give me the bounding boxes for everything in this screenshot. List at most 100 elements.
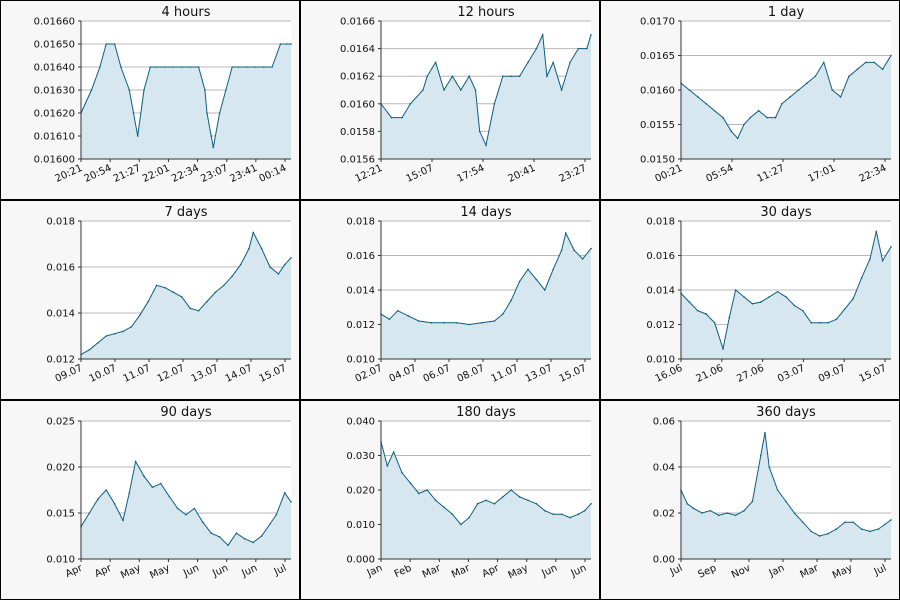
data-point [206, 112, 208, 114]
data-point [401, 116, 403, 119]
chart-panel-180-days: 180 days 0.000 0.010 0.020 0.030 0.040 Jan Feb M… [300, 400, 600, 600]
data-point [823, 61, 825, 64]
chart-title: 4 hours [162, 5, 211, 20]
data-point [418, 320, 420, 322]
data-point [810, 322, 812, 324]
data-point [844, 521, 846, 523]
data-point [277, 273, 280, 275]
data-point [709, 509, 712, 512]
data-point [143, 89, 145, 91]
data-point [113, 332, 116, 335]
x-tick-label: May [148, 563, 171, 582]
data-point [206, 300, 208, 303]
series-area [681, 55, 891, 159]
data-point [430, 322, 433, 324]
data-point [544, 509, 546, 512]
data-point [831, 89, 833, 91]
data-point [776, 290, 779, 293]
x-tick-label: 02.07 [354, 363, 385, 385]
data-point [451, 513, 454, 515]
x-tick-label: 03.07 [776, 363, 807, 385]
data-point [781, 103, 783, 105]
data-point [128, 89, 131, 91]
data-point [443, 506, 445, 509]
data-point [223, 284, 225, 287]
data-point [451, 75, 454, 77]
data-point [468, 323, 470, 326]
y-tick-label: 0.01640 [34, 63, 75, 74]
data-point [254, 66, 257, 68]
data-point [262, 66, 265, 68]
data-point [290, 501, 292, 503]
y-tick-label: 0.020 [346, 486, 375, 497]
data-point [785, 500, 787, 503]
y-tick-label: 0.0170 [640, 17, 675, 28]
data-point [701, 512, 703, 514]
data-point [736, 137, 739, 140]
x-tick-label: 09.07 [54, 363, 85, 385]
data-point [122, 519, 124, 522]
data-point [88, 512, 91, 514]
data-point [485, 144, 487, 146]
y-tick-label: 0.0158 [340, 127, 375, 138]
chart-svg-30-days: 30 days 0.010 0.012 0.014 0.016 0.018 16.06 21.… [646, 205, 892, 385]
data-point [136, 135, 139, 137]
y-tick-label: 0.020 [46, 463, 75, 474]
data-point [818, 535, 821, 537]
data-point [244, 538, 246, 540]
y-tick-label: 0.0150 [640, 155, 675, 166]
chart-panel-4-hours: 4 hours 0.01600 0.01610 0.01620 0.01630 0.016… [0, 0, 300, 200]
data-point [510, 489, 512, 491]
x-tick-label: Mar [799, 562, 822, 580]
data-point [283, 263, 286, 266]
data-point [814, 75, 817, 77]
data-point [768, 296, 770, 298]
data-point [235, 532, 238, 534]
x-tick-label: 11:27 [755, 163, 786, 185]
data-point [90, 89, 93, 91]
data-point [239, 263, 242, 266]
data-point [248, 247, 250, 250]
x-tick-label: 20:21 [53, 163, 84, 185]
data-point [502, 496, 504, 498]
data-point [518, 75, 521, 77]
y-tick-label: 0.018 [646, 217, 675, 228]
data-point [269, 266, 271, 268]
x-tick-label: Jun [181, 563, 201, 580]
chart-title: 90 days [160, 405, 212, 420]
chart-svg-12-hours: 12 hours 0.0156 0.0158 0.0160 0.0162 0.0164 0.… [340, 5, 592, 185]
x-tick-label: Feb [393, 563, 414, 580]
data-point [407, 315, 410, 317]
data-point [468, 75, 470, 77]
data-point [797, 89, 800, 91]
x-tick-label: May [831, 563, 854, 582]
data-point [883, 523, 886, 526]
data-point [577, 47, 580, 50]
data-point [860, 528, 863, 530]
chart-title: 1 day [768, 5, 805, 20]
y-tick-label: 0.014 [46, 309, 75, 320]
y-tick-label: 0.016 [646, 251, 675, 262]
data-point [164, 286, 166, 289]
x-tick-label: 23:07 [199, 163, 230, 185]
data-point [474, 89, 477, 91]
y-tick-label: 0.010 [346, 355, 375, 366]
data-point [713, 322, 716, 324]
data-point [518, 496, 521, 498]
data-point [581, 258, 584, 260]
y-tick-label: 0.010 [46, 555, 75, 566]
data-point [835, 318, 838, 321]
data-point [502, 313, 504, 315]
data-point [181, 296, 183, 298]
y-tick-label: 0.06 [653, 417, 675, 428]
data-point [193, 507, 196, 510]
data-point [760, 454, 762, 457]
data-point [552, 513, 554, 515]
x-tick-label: Nov [730, 563, 752, 581]
data-point [210, 532, 212, 534]
x-tick-label: 23:27 [557, 163, 588, 185]
data-point [149, 66, 152, 68]
x-tick-label: 14.07 [224, 363, 255, 385]
